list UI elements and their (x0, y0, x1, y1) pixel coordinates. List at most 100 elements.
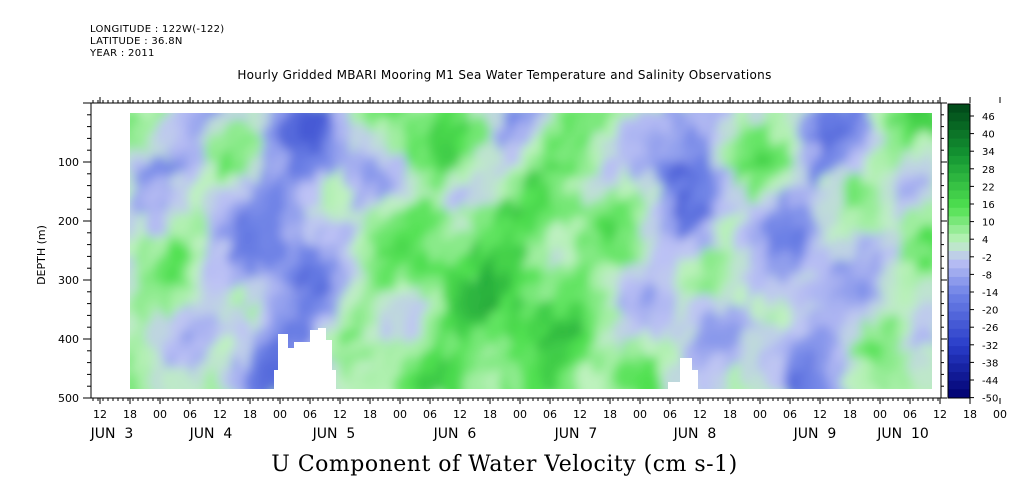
colorbar-swatch (948, 216, 970, 226)
x-tick-label: 18 (243, 408, 257, 421)
colorbar-label: 22 (982, 182, 995, 193)
x-tick-label: 06 (183, 408, 197, 421)
colorbar-swatch (948, 181, 970, 191)
colorbar-swatch (948, 285, 970, 295)
x-tick-label: 00 (753, 408, 767, 421)
colorbar: 46 40 34 28 22 16 10 4 -2 -8 -14 -20 -26 -32 -38 -44 -50 (947, 103, 998, 405)
x-tick-label: 18 (963, 408, 977, 421)
chart-title: Hourly Gridded MBARI Mooring M1 Sea Wate… (237, 68, 772, 82)
colorbar-swatch (948, 276, 970, 287)
colorbar-swatch (948, 173, 970, 183)
x-day-label: JUN 4 (189, 426, 233, 442)
x-day-label: JUN 5 (312, 426, 356, 442)
colorbar-swatch (948, 259, 970, 269)
x-tick-label: 06 (543, 408, 557, 421)
colorbar-label: 28 (982, 165, 995, 176)
missing-data-gap-2 (668, 358, 698, 389)
x-tick-label: 18 (363, 408, 377, 421)
colorbar-swatch (948, 199, 970, 209)
x-day-label: JUN 9 (793, 426, 837, 442)
colorbar-swatch (948, 233, 970, 243)
x-tick-label: 18 (843, 408, 857, 421)
y-tick-label: 300 (58, 274, 79, 287)
x-day-label: JUN 7 (554, 426, 598, 442)
colorbar-label: -26 (982, 323, 998, 334)
x-tick-label: 00 (153, 408, 167, 421)
x-tick-label: 00 (273, 408, 287, 421)
colorbar-swatch (948, 389, 970, 399)
x-tick-label: 00 (873, 408, 887, 421)
colorbar-swatch (948, 190, 970, 200)
colorbar-swatch (948, 328, 970, 338)
x-tick-label: 06 (903, 408, 917, 421)
x-day-label: JUN 10 (876, 426, 929, 442)
colorbar-swatch (948, 251, 970, 261)
colorbar-swatch (948, 225, 970, 235)
y-tick-label: 400 (58, 333, 79, 346)
colorbar-swatch (948, 337, 970, 347)
y-tick-label: 500 (58, 392, 79, 405)
colorbar-label: -2 (982, 253, 992, 264)
colorbar-swatch (948, 164, 970, 174)
longitude-label: LONGITUDE : 122W(-122) (90, 24, 225, 35)
colorbar-swatch (948, 112, 970, 122)
colorbar-swatch (948, 121, 970, 131)
x-tick-label: 06 (303, 408, 317, 421)
x-day-label: JUN 3 (90, 426, 134, 442)
colorbar-label: 46 (982, 112, 995, 123)
colorbar-swatch (948, 147, 970, 157)
colorbar-swatch (948, 104, 970, 114)
x-tick-label: 12 (813, 408, 827, 421)
y-tick-label: 200 (58, 215, 79, 228)
x-tick-label: 00 (513, 408, 527, 421)
field-cell (519, 282, 543, 304)
no-data-left (91, 103, 130, 398)
x-tick-label: 18 (123, 408, 137, 421)
colorbar-swatch (948, 320, 970, 330)
colorbar-swatch (948, 138, 970, 148)
x-tick-label: 00 (393, 408, 407, 421)
colorbar-swatch (948, 155, 970, 166)
x-tick-label: 12 (333, 408, 347, 421)
x-tick-label: 12 (693, 408, 707, 421)
x-tick-label: 06 (783, 408, 797, 421)
colorbar-label: -32 (982, 341, 998, 352)
colorbar-label: 34 (982, 147, 995, 158)
colorbar-swatch (948, 311, 970, 321)
x-tick-label: 12 (933, 408, 947, 421)
no-data-bottom (91, 389, 941, 398)
variable-title: U Component of Water Velocity (cm s-1) (271, 452, 738, 477)
x-tick-label: 12 (213, 408, 227, 421)
colorbar-swatch (948, 354, 970, 364)
colorbar-swatch (948, 363, 970, 373)
colorbar-swatch (948, 129, 970, 140)
latitude-label: LATITUDE : 36.8N (90, 36, 183, 47)
field-cell (710, 373, 730, 389)
x-tick-label: 00 (633, 408, 647, 421)
colorbar-label: -38 (982, 358, 998, 369)
x-tick-label: 06 (663, 408, 677, 421)
colorbar-label: -50 (982, 394, 998, 405)
colorbar-frame (947, 103, 971, 399)
colorbar-swatch (948, 302, 970, 313)
x-tick-label: 18 (603, 408, 617, 421)
colorbar-swatch (948, 268, 970, 278)
colorbar-swatch (948, 207, 970, 217)
velocity-field (130, 113, 932, 389)
field-cell (414, 372, 439, 389)
colorbar-swatch (948, 380, 970, 390)
colorbar-label: -44 (982, 376, 998, 387)
colorbar-label: -20 (982, 306, 998, 317)
y-axis: 100 200 300 400 500 (58, 102, 947, 405)
colorbar-swatch (948, 294, 970, 304)
x-tick-label: 18 (723, 408, 737, 421)
colorbar-label: 16 (982, 200, 995, 211)
x-axis: 12 18 00 06 12 18 00 06 12 18 00 06 12 18 00 06 12 18 00 06… (90, 97, 1007, 442)
x-tick-label: 06 (423, 408, 437, 421)
x-tick-label: 12 (573, 408, 587, 421)
x-tick-label: 12 (93, 408, 107, 421)
y-axis-title: DEPTH (m) (35, 225, 48, 285)
colorbar-label: 10 (982, 218, 995, 229)
field-cell (910, 366, 932, 389)
